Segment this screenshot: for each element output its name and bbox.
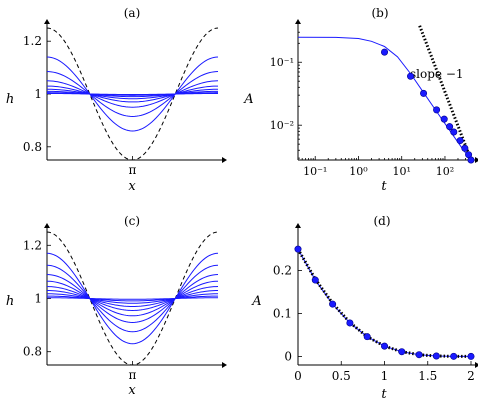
panel-c-initial-condition xyxy=(46,231,219,366)
panel-a-ytick-label: 1 xyxy=(34,87,42,101)
panel-d-y-axis-arrow xyxy=(295,223,301,228)
panel-b-xtick-label: 10² xyxy=(436,165,454,178)
panel-b-data-point xyxy=(380,48,388,56)
panel-d-ytick-label: 0.2 xyxy=(273,264,292,278)
panel-b-data-point xyxy=(450,128,458,136)
panel-b-slope-line xyxy=(418,25,473,161)
panel-a-y-axis-arrow xyxy=(44,19,50,24)
panel-d-label: (d) xyxy=(373,214,390,228)
panel-b-data-point xyxy=(440,115,448,123)
panel-a-x-axis-arrow xyxy=(222,157,227,163)
panel-a-profile-curve xyxy=(46,56,219,132)
panel-b-annotation: slope −1 xyxy=(410,67,464,81)
panel-d-ytick-label: 0.1 xyxy=(273,307,292,321)
panel-b-y-axis-arrow xyxy=(295,19,301,24)
panel-d-xtick-label: 1 xyxy=(381,369,389,383)
panel-b-x-axis-arrow xyxy=(475,157,478,163)
panel-d-x-axis-arrow xyxy=(475,362,478,368)
panel-b-label: (b) xyxy=(371,6,388,20)
panel-d: (d) A t 0 0.5 1 1.5 2 0 0.1 0.2 xyxy=(251,214,478,402)
panel-b: (b) A t slope −1 10⁻¹ 10⁰ 10¹ 10² 10⁻¹ 10⁻² xyxy=(243,6,478,194)
panel-d-data-point xyxy=(398,348,406,356)
panel-d-amplitude-curve xyxy=(297,248,472,357)
panel-c-ytick-label: 1.2 xyxy=(23,238,42,252)
panel-d-xtick-label: 2 xyxy=(467,369,475,383)
panel-b-data-point xyxy=(420,89,428,97)
panel-d-data-point xyxy=(380,342,388,350)
panel-b-data-point xyxy=(456,137,464,145)
panel-c-profile-curve xyxy=(46,252,219,345)
panel-a-label: (a) xyxy=(124,6,141,20)
panel-c-profile-curve xyxy=(46,264,219,333)
panel-c-profile-curve xyxy=(46,286,219,311)
panel-d-ylabel: A xyxy=(251,294,261,309)
panel-d-data-point xyxy=(311,276,319,284)
panel-d-ytick-label: 0 xyxy=(284,349,292,363)
panel-c-y-axis-arrow xyxy=(44,223,50,228)
panel-a-xtick-label: π xyxy=(129,163,137,177)
panel-c-label: (c) xyxy=(124,214,140,228)
panel-d-data-point xyxy=(294,245,302,253)
panel-b-data-point xyxy=(467,156,475,164)
panel-b-xtick-label: 10¹ xyxy=(392,165,410,178)
panel-a-ytick-label: 0.8 xyxy=(23,140,42,154)
panel-b-xtick-label: 10⁻¹ xyxy=(303,165,327,178)
panel-a: (a) h x 0.8 1 1.2 π xyxy=(6,6,227,194)
panel-b-data-point xyxy=(446,123,454,131)
panel-c-xlabel: x xyxy=(128,383,136,398)
panel-c-profile-curve xyxy=(46,290,219,307)
panel-c-ylabel: h xyxy=(6,294,14,309)
panel-d-data-point xyxy=(363,333,371,341)
panel-a-profile-curve xyxy=(46,88,219,100)
panel-b-amplitude-curve xyxy=(297,36,472,161)
panel-d-xlabel: t xyxy=(381,387,387,402)
panel-a-profile-curve xyxy=(46,80,219,108)
panel-b-ytick-label: 10⁻¹ xyxy=(270,56,294,69)
panel-a-profile-curve xyxy=(46,90,219,98)
panel-a-ytick-label: 1.2 xyxy=(23,34,42,48)
panel-d-xtick-label: 0.5 xyxy=(332,369,351,383)
panel-c-ytick-label: 1 xyxy=(34,292,42,306)
panel-d-xtick-label: 0 xyxy=(294,369,302,383)
panel-b-ylabel: A xyxy=(243,92,253,107)
panel-a-xlabel: x xyxy=(128,179,136,194)
panel-b-ytick-label: 10⁻² xyxy=(270,119,294,132)
panel-a-ylabel: h xyxy=(6,92,14,107)
panel-b-xtick-label: 10⁰ xyxy=(349,165,368,178)
panel-b-data-point xyxy=(433,106,441,114)
panel-c-profile-curve xyxy=(46,274,219,323)
panel-a-profile-curve xyxy=(46,71,219,117)
panel-b-data-point xyxy=(407,72,415,80)
panel-c-profile-curve xyxy=(46,280,219,317)
panel-c-xtick-label: π xyxy=(129,368,137,382)
panel-d-data-point xyxy=(329,300,337,308)
panel-d-data-point xyxy=(450,352,458,360)
panel-d-data-point xyxy=(346,319,354,327)
panel-c: (c) h x 0.8 1 1.2 π xyxy=(6,214,227,398)
panel-d-data-point xyxy=(415,351,423,359)
panel-c-x-axis-arrow xyxy=(222,362,227,368)
panel-c-profile-curve xyxy=(46,293,219,304)
panel-d-data-point xyxy=(432,352,440,360)
panel-c-ytick-label: 0.8 xyxy=(23,345,42,359)
panel-d-reference-curve xyxy=(296,248,472,358)
panel-b-xlabel: t xyxy=(381,179,387,194)
panel-c-profile-curve xyxy=(47,297,218,300)
panel-d-data-point xyxy=(467,352,475,360)
panel-a-initial-condition xyxy=(46,27,219,161)
panel-d-xtick-label: 1.5 xyxy=(418,369,437,383)
panel-a-profile-curve xyxy=(46,85,219,103)
panel-c-profile-curve xyxy=(47,295,218,302)
panel-b-data-point xyxy=(461,144,469,152)
panel-a-profile-curve xyxy=(47,92,218,96)
